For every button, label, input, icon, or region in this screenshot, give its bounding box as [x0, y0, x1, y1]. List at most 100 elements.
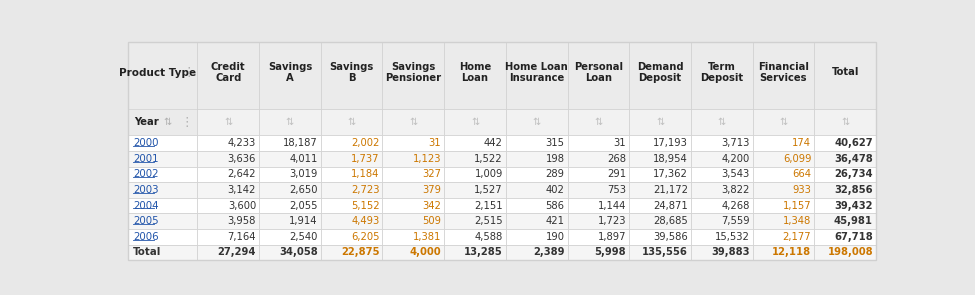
- Bar: [506, 245, 567, 260]
- Bar: [445, 245, 506, 260]
- Bar: [691, 109, 753, 135]
- Text: 268: 268: [607, 154, 626, 164]
- Bar: [321, 182, 382, 198]
- Text: 17,193: 17,193: [653, 138, 688, 148]
- Text: ⇅: ⇅: [779, 117, 788, 127]
- Text: ⋮: ⋮: [182, 66, 195, 79]
- Text: 2000: 2000: [134, 138, 159, 148]
- Text: ⇅: ⇅: [224, 117, 232, 127]
- Text: 4,233: 4,233: [228, 138, 256, 148]
- Text: 3,600: 3,600: [228, 201, 256, 211]
- Bar: [814, 167, 876, 182]
- Text: 586: 586: [546, 201, 565, 211]
- Text: 933: 933: [793, 185, 811, 195]
- Bar: [629, 151, 691, 167]
- Text: Term
Deposit: Term Deposit: [700, 62, 743, 83]
- Bar: [128, 167, 197, 182]
- Bar: [128, 229, 197, 245]
- Text: 2,177: 2,177: [783, 232, 811, 242]
- Text: 4,268: 4,268: [722, 201, 750, 211]
- Text: 39,586: 39,586: [653, 232, 688, 242]
- Text: 2,723: 2,723: [351, 185, 379, 195]
- Text: 2001: 2001: [134, 154, 159, 164]
- Bar: [128, 151, 197, 167]
- Bar: [691, 213, 753, 229]
- Bar: [506, 151, 567, 167]
- Text: ⇅: ⇅: [286, 117, 294, 127]
- Bar: [814, 198, 876, 213]
- Text: 2003: 2003: [134, 185, 159, 195]
- Bar: [197, 245, 259, 260]
- Bar: [691, 198, 753, 213]
- Text: 190: 190: [546, 232, 565, 242]
- Bar: [629, 167, 691, 182]
- Bar: [197, 167, 259, 182]
- Bar: [445, 213, 506, 229]
- Text: 5,152: 5,152: [351, 201, 379, 211]
- Text: 40,627: 40,627: [835, 138, 873, 148]
- Bar: [197, 135, 259, 151]
- Text: 1,157: 1,157: [783, 201, 811, 211]
- Bar: [691, 167, 753, 182]
- Text: 36,478: 36,478: [835, 154, 873, 164]
- Bar: [445, 182, 506, 198]
- Text: Savings
A: Savings A: [268, 62, 312, 83]
- Text: 1,009: 1,009: [475, 169, 503, 179]
- Text: 2004: 2004: [134, 201, 159, 211]
- Bar: [382, 182, 445, 198]
- Text: 12,118: 12,118: [772, 248, 811, 258]
- Text: 7,559: 7,559: [721, 216, 750, 226]
- Text: 15,532: 15,532: [715, 232, 750, 242]
- Bar: [753, 109, 814, 135]
- Bar: [197, 213, 259, 229]
- Bar: [321, 135, 382, 151]
- Bar: [382, 42, 445, 109]
- Bar: [259, 151, 321, 167]
- Text: Savings
Pensioner: Savings Pensioner: [385, 62, 442, 83]
- Text: 2,642: 2,642: [227, 169, 256, 179]
- Bar: [814, 213, 876, 229]
- Text: 4,493: 4,493: [351, 216, 379, 226]
- Text: 315: 315: [546, 138, 565, 148]
- Bar: [321, 245, 382, 260]
- Bar: [445, 167, 506, 182]
- Bar: [321, 109, 382, 135]
- Text: 198,008: 198,008: [828, 248, 873, 258]
- Text: 4,000: 4,000: [410, 248, 441, 258]
- Bar: [321, 42, 382, 109]
- Bar: [629, 229, 691, 245]
- Bar: [197, 229, 259, 245]
- Text: 18,187: 18,187: [283, 138, 318, 148]
- Text: Demand
Deposit: Demand Deposit: [637, 62, 683, 83]
- Bar: [629, 198, 691, 213]
- Bar: [445, 198, 506, 213]
- Text: 1,897: 1,897: [598, 232, 626, 242]
- Text: 442: 442: [484, 138, 503, 148]
- Bar: [814, 229, 876, 245]
- Bar: [691, 229, 753, 245]
- Bar: [128, 135, 197, 151]
- Bar: [629, 109, 691, 135]
- Bar: [506, 182, 567, 198]
- Bar: [629, 245, 691, 260]
- Text: ⇅: ⇅: [656, 117, 664, 127]
- Bar: [506, 42, 567, 109]
- Bar: [814, 42, 876, 109]
- Text: 21,172: 21,172: [653, 185, 688, 195]
- Text: 1,723: 1,723: [598, 216, 626, 226]
- Text: Total: Total: [134, 248, 162, 258]
- Bar: [753, 42, 814, 109]
- Bar: [814, 109, 876, 135]
- Bar: [197, 198, 259, 213]
- Text: 664: 664: [793, 169, 811, 179]
- Text: 1,522: 1,522: [474, 154, 503, 164]
- Bar: [445, 229, 506, 245]
- Text: ⇅: ⇅: [348, 117, 356, 127]
- Bar: [506, 109, 567, 135]
- Bar: [259, 245, 321, 260]
- Bar: [259, 42, 321, 109]
- Bar: [197, 151, 259, 167]
- Text: 31: 31: [429, 138, 441, 148]
- Bar: [753, 182, 814, 198]
- Text: 327: 327: [422, 169, 441, 179]
